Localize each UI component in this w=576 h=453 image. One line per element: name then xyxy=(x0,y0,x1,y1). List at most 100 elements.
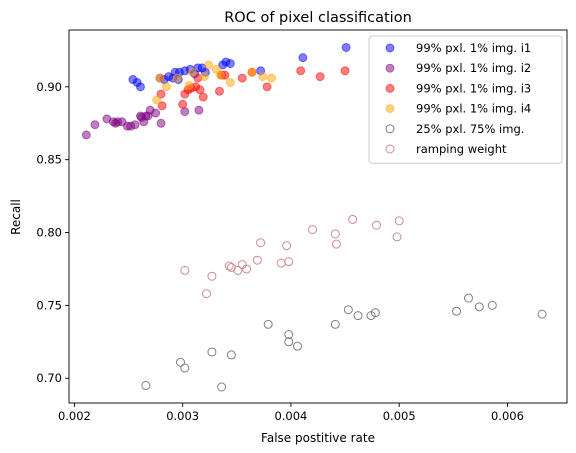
data-point xyxy=(157,101,167,111)
data-point xyxy=(537,309,547,319)
plot-frame xyxy=(68,29,568,404)
legend-label: 99% pxl. 1% img. i1 xyxy=(416,41,531,55)
x-tick-label: 0.006 xyxy=(491,409,524,423)
data-point xyxy=(247,67,257,77)
data-point xyxy=(487,300,497,310)
data-point xyxy=(180,363,190,373)
y-tick-label: 0.90 xyxy=(36,80,62,94)
y-axis-label: Recall xyxy=(9,199,23,235)
data-point xyxy=(292,341,302,351)
data-point xyxy=(263,319,273,329)
legend-marker xyxy=(385,43,395,53)
data-point xyxy=(284,330,294,340)
data-point xyxy=(330,319,340,329)
legend-label: 99% pxl. 1% img. i2 xyxy=(416,61,531,75)
data-point xyxy=(308,225,318,235)
data-point xyxy=(216,70,226,80)
data-point xyxy=(284,337,294,347)
data-point xyxy=(172,73,182,83)
data-point xyxy=(151,108,161,118)
data-point xyxy=(284,257,294,267)
chart-title: ROC of pixel classification xyxy=(224,10,412,26)
y-tick-label: 0.70 xyxy=(36,371,62,385)
data-point xyxy=(141,381,151,391)
data-point xyxy=(155,73,165,83)
y-tick-label: 0.80 xyxy=(36,226,62,240)
data-point xyxy=(178,99,188,109)
data-point xyxy=(226,350,236,360)
data-point xyxy=(371,220,381,230)
data-point xyxy=(370,308,380,318)
data-point xyxy=(135,82,145,92)
data-point xyxy=(340,66,350,76)
data-point xyxy=(176,357,186,367)
data-point xyxy=(194,105,204,115)
data-point xyxy=(130,120,140,130)
data-point xyxy=(474,302,484,312)
data-point xyxy=(331,239,341,249)
legend: 99% pxl. 1% img. i1 99% pxl. 1% img. i2 99… xyxy=(368,35,563,164)
data-point xyxy=(296,66,306,76)
legend-marker xyxy=(385,83,395,93)
data-point xyxy=(180,265,190,275)
data-point xyxy=(233,265,243,275)
y-axis: 0.70 0.75 0.80 0.85 0.90 xyxy=(36,80,69,385)
data-point xyxy=(187,67,197,77)
data-point xyxy=(195,85,205,95)
data-point xyxy=(452,306,462,316)
data-point xyxy=(237,73,247,83)
data-point xyxy=(262,82,272,92)
data-point xyxy=(282,241,292,251)
data-point xyxy=(394,216,404,226)
data-point xyxy=(214,86,224,96)
data-point xyxy=(256,238,266,248)
y-tick-label: 0.75 xyxy=(36,298,62,312)
data-point xyxy=(184,80,194,90)
data-point xyxy=(198,92,208,102)
data-point xyxy=(225,77,235,87)
data-point xyxy=(330,229,340,239)
legend-label: 25% pxl. 75% img. xyxy=(416,122,524,136)
data-point xyxy=(90,120,100,130)
data-point xyxy=(315,72,325,82)
legend-label: 99% pxl. 1% img. i3 xyxy=(416,81,531,95)
data-point xyxy=(348,214,358,224)
x-tick-label: 0.002 xyxy=(58,409,91,423)
x-tick-label: 0.003 xyxy=(166,409,199,423)
series-5 xyxy=(141,293,547,392)
legend-marker xyxy=(385,104,395,114)
legend-label: ramping weight xyxy=(416,142,507,156)
data-point xyxy=(463,293,473,303)
plot-area xyxy=(81,42,547,392)
data-point xyxy=(207,347,217,357)
y-tick-label: 0.85 xyxy=(36,153,62,167)
legend-label: 99% pxl. 1% img. i4 xyxy=(416,102,531,116)
legend-marker xyxy=(385,63,395,73)
data-point xyxy=(258,72,268,82)
data-point xyxy=(207,271,217,281)
data-point xyxy=(156,118,166,128)
data-point xyxy=(252,255,262,265)
data-point xyxy=(266,73,276,83)
data-point xyxy=(225,59,235,69)
legend-box xyxy=(368,35,563,164)
data-point xyxy=(392,232,402,242)
data-point xyxy=(217,382,227,392)
data-point xyxy=(199,72,209,82)
legend-marker xyxy=(385,124,395,134)
series-3 xyxy=(156,66,350,111)
data-point xyxy=(343,305,353,315)
data-point xyxy=(242,264,252,274)
data-point xyxy=(81,130,91,140)
data-point xyxy=(201,289,211,299)
data-point xyxy=(161,82,171,92)
data-point xyxy=(298,53,308,63)
x-tick-label: 0.005 xyxy=(383,409,416,423)
x-axis: 0.002 0.003 0.004 0.005 0.006 xyxy=(58,403,524,423)
x-axis-label: False postitive rate xyxy=(261,431,375,445)
series-6 xyxy=(180,214,404,299)
legend-marker xyxy=(385,144,395,154)
series-4 xyxy=(152,60,276,105)
data-point xyxy=(152,95,162,105)
